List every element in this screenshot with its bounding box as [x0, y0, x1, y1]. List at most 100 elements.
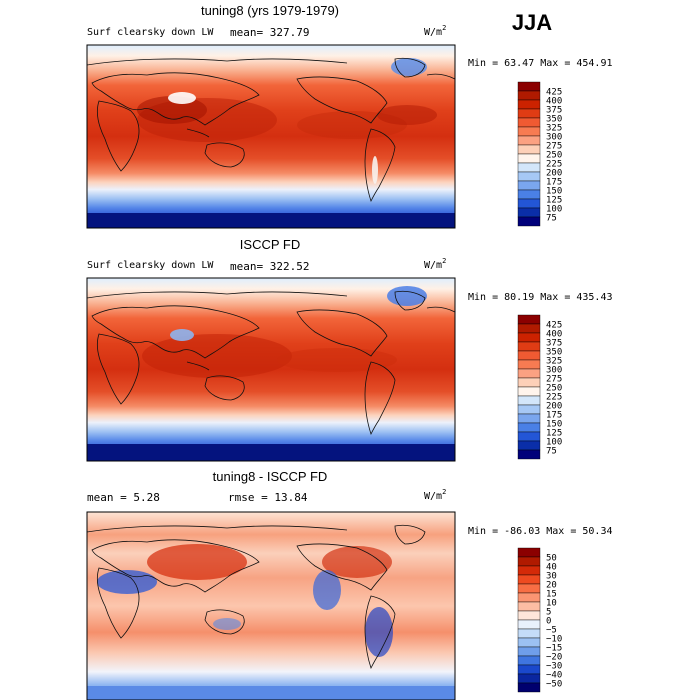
antarctica-band [87, 444, 455, 461]
colorbar-tick-label: 75 [546, 214, 557, 224]
colorbar-swatch [517, 198, 541, 209]
units-label: W/m2 [424, 257, 446, 271]
colorbar-tick-label: −40 [546, 671, 562, 681]
minmax-label: Min = -86.03 Max = 50.34 [468, 526, 613, 537]
colorbar-swatch [517, 216, 541, 227]
colorbar-obs: 4254003753503253002752502252001751501251… [517, 314, 562, 460]
colorbar-tick-label: 125 [546, 429, 562, 439]
colorbar-swatch [517, 189, 541, 200]
colorbar-swatch [517, 350, 541, 361]
map-obs [86, 277, 456, 462]
colorbar-swatch [517, 556, 541, 567]
colorbar-swatch [517, 135, 541, 146]
colorbar-tick-label: 375 [546, 106, 562, 116]
colorbar-tick-label: 30 [546, 572, 557, 582]
colorbar-tick-label: 425 [546, 88, 562, 98]
colorbar-swatch [517, 583, 541, 594]
panel-model: tuning8 (yrs 1979-1979) Surf clearsky do… [86, 3, 613, 229]
colorbar-tick-label: 175 [546, 178, 562, 188]
colorbar-tick-label: 150 [546, 187, 562, 197]
colorbar-tick-label: 100 [546, 438, 562, 448]
colorbar-swatch [517, 207, 541, 218]
colorbar-tick-label: −20 [546, 653, 562, 663]
coastlines [86, 524, 426, 670]
panel-title: ISCCP FD [240, 237, 300, 252]
colorbar-swatch [517, 637, 541, 648]
colorbar-tick-label: 250 [546, 151, 562, 161]
colorbar-tick-label: 300 [546, 366, 562, 376]
colorbar-tick-label: 375 [546, 339, 562, 349]
colorbar-swatch [517, 449, 541, 460]
map-model [86, 44, 456, 229]
colorbar-swatch [517, 646, 541, 657]
colorbar-swatch [517, 377, 541, 388]
colorbar-swatch [517, 314, 541, 325]
colorbar-swatch [517, 180, 541, 191]
andes-cold-spot [372, 156, 378, 184]
colorbar-tick-label: −15 [546, 644, 562, 654]
colorbar-tick-label: 10 [546, 599, 557, 609]
colorbar-swatch [517, 144, 541, 155]
colorbar-tick-label: 125 [546, 196, 562, 206]
colorbar-tick-label: 225 [546, 160, 562, 170]
coastlines [86, 290, 456, 436]
colorbar-swatch [517, 673, 541, 684]
colorbar-swatch [517, 108, 541, 119]
map-background [87, 512, 455, 700]
antarctica-band [87, 686, 455, 700]
colorbar-swatch [517, 90, 541, 101]
colorbar-swatch [517, 422, 541, 433]
colorbar-tick-label: 425 [546, 321, 562, 331]
colorbar-tick-label: 350 [546, 348, 562, 358]
colorbar-swatch [517, 341, 541, 352]
antarctica-band [87, 213, 455, 228]
tibet-cold-spot [168, 92, 196, 104]
colorbar-tick-label: 400 [546, 97, 562, 107]
colorbar-swatch [517, 368, 541, 379]
colorbar-tick-label: −50 [546, 680, 562, 690]
positive-anomaly-asia [147, 544, 247, 580]
colorbar-tick-label: −10 [546, 635, 562, 645]
colorbar-tick-label: 0 [546, 617, 551, 627]
warm-region-east-pacific [277, 348, 397, 372]
map-background [87, 45, 455, 228]
colorbar-swatch [517, 99, 541, 110]
map-frame [86, 511, 456, 700]
panel-title: tuning8 (yrs 1979-1979) [201, 3, 339, 18]
colorbar-tick-label: 200 [546, 169, 562, 179]
minmax-label: Min = 63.47 Max = 454.91 [468, 58, 613, 69]
negative-anomaly-africa [97, 570, 157, 594]
map-diff [86, 511, 456, 700]
mean-label: mean= 327.79 [230, 26, 309, 39]
warm-region-west-pacific [142, 334, 292, 378]
units-label: W/m2 [424, 488, 446, 502]
colorbar-swatch [517, 162, 541, 173]
colorbar-swatch [517, 81, 541, 92]
rmse-label: rmse = 13.84 [228, 491, 308, 504]
colorbar-swatch [517, 332, 541, 343]
panel-obs: ISCCP FD Surf clearsky down LW mean= 322… [86, 237, 613, 462]
colorbar-swatch [517, 664, 541, 675]
colorbar-tick-label: 300 [546, 133, 562, 143]
colorbar-swatch [517, 655, 541, 666]
colorbar-tick-label: 100 [546, 205, 562, 215]
colorbar-tick-label: 225 [546, 393, 562, 403]
colorbar-swatch [517, 619, 541, 630]
colorbar-tick-label: 325 [546, 357, 562, 367]
colorbar-tick-label: 325 [546, 124, 562, 134]
units-label: W/m2 [424, 24, 446, 38]
minmax-label: Min = 80.19 Max = 435.43 [468, 292, 613, 303]
colorbar-swatch [517, 601, 541, 612]
colorbar-tick-label: 75 [546, 447, 557, 457]
greenland-cold-spot [387, 286, 427, 306]
colorbar-model: 4254003753503253002752502252001751501251… [517, 81, 562, 227]
colorbar-tick-label: 50 [546, 554, 557, 564]
colorbar-swatch [517, 610, 541, 621]
warm-region-caribbean [377, 105, 437, 125]
colorbar-tick-label: −30 [546, 662, 562, 672]
colorbar-swatch [517, 592, 541, 603]
mean-label: mean= 322.52 [230, 260, 309, 273]
negative-anomaly-central-america [313, 570, 341, 610]
